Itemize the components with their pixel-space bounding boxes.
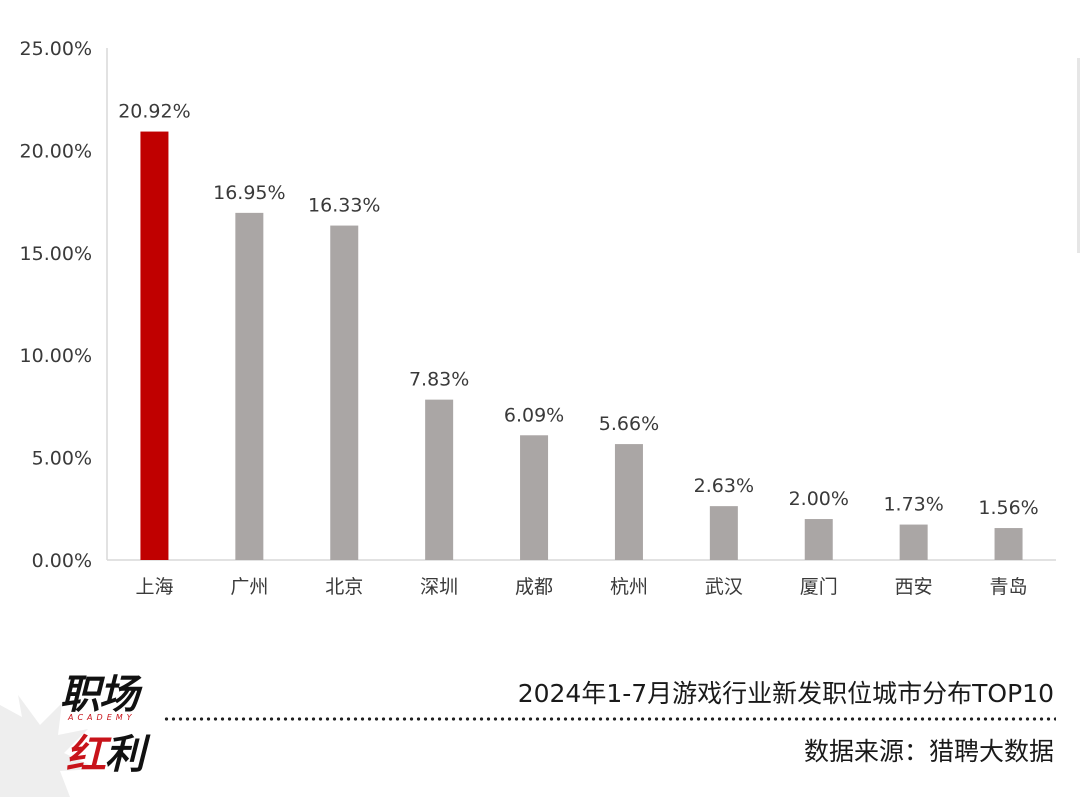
data-label: 16.95% [213, 182, 285, 204]
data-label: 2.63% [694, 475, 754, 497]
data-label: 7.83% [409, 369, 469, 391]
chart-title: 2024年1-7月游戏行业新发职位城市分布TOP10 [517, 679, 1054, 708]
x-tick-label: 上海 [135, 576, 173, 598]
bar [425, 399, 454, 560]
data-label: 20.92% [118, 101, 190, 123]
logo-rest-char: 利 [105, 732, 145, 778]
x-tick-label: 北京 [325, 576, 363, 598]
y-tick-label: 25.00% [20, 38, 92, 60]
data-label: 6.09% [504, 404, 564, 426]
logo-text-line2: 红利 [66, 722, 145, 780]
bar [994, 528, 1023, 560]
bar-chart: 0.00% 5.00% 10.00% 15.00% 20.00% 25.00% 20.92%… [20, 38, 1056, 598]
bar [520, 435, 549, 560]
x-tick-label: 西安 [895, 576, 933, 598]
data-label: 2.00% [789, 488, 849, 510]
data-label: 5.66% [599, 413, 659, 435]
y-tick-label: 5.00% [32, 448, 92, 470]
bar [140, 131, 169, 560]
footer: 职场 ACADEMY 红利 2024年1-7月游戏行业新发职位城市分布TOP10… [0, 640, 1080, 797]
page-edge-divider [1077, 58, 1080, 253]
dotted-divider [163, 716, 1056, 722]
y-tick-label: 15.00% [20, 243, 92, 265]
x-tick-label: 青岛 [990, 576, 1028, 598]
data-label: 1.73% [883, 494, 943, 516]
x-tick-label: 杭州 [610, 576, 648, 598]
logo-accent-char: 红 [66, 732, 106, 778]
data-label: 16.33% [308, 195, 380, 217]
logo-burst-shape [0, 695, 98, 797]
bar [709, 506, 738, 560]
bar [235, 212, 264, 560]
bar [330, 225, 359, 561]
y-tick-label: 10.00% [20, 345, 92, 367]
y-tick-label: 0.00% [32, 550, 92, 572]
x-tick-label: 广州 [230, 576, 268, 598]
x-tick-label: 武汉 [705, 576, 743, 598]
bar [804, 519, 833, 560]
y-tick-label: 20.00% [20, 140, 92, 162]
logo-academy-text: ACADEMY [68, 713, 136, 722]
logo-text-line1: 职场 [60, 672, 139, 718]
bar [614, 444, 643, 560]
bar [899, 524, 928, 560]
x-tick-label: 成都 [515, 576, 553, 598]
data-source: 数据来源：猎聘大数据 [803, 737, 1054, 766]
x-tick-label: 厦门 [800, 576, 838, 598]
x-tick-label: 深圳 [420, 576, 458, 598]
chart-canvas: 0.00% 5.00% 10.00% 15.00% 20.00% 25.00% 20.92%… [20, 38, 1056, 598]
data-label: 1.56% [978, 497, 1038, 519]
